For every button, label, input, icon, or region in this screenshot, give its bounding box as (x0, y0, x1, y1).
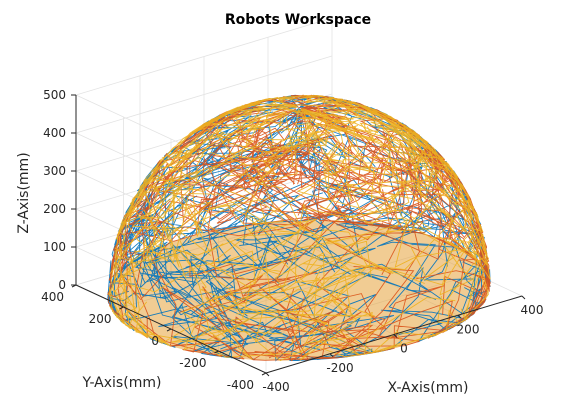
axes-labels: -400-2000200400-400-20002004000100200300… (41, 88, 543, 394)
z-axis-label: Z-Axis(mm) (16, 152, 32, 233)
axes-frame (71, 94, 526, 377)
x-tick (457, 314, 462, 319)
y-tick (166, 328, 172, 332)
grid-line (75, 132, 267, 222)
grid-line (75, 17, 333, 96)
chart-title: Robots Workspace (225, 12, 371, 28)
x-tick-label: -200 (326, 361, 353, 375)
z-tick-label: 0 (58, 278, 66, 292)
y-tick-label: 400 (41, 290, 64, 304)
z-tick-label: 100 (43, 240, 66, 254)
x-tick (393, 334, 398, 338)
y-tick (261, 372, 267, 376)
z-tick-label: 300 (43, 164, 66, 178)
y-tick-label: 0 (151, 334, 159, 348)
y-tick-label: -200 (179, 356, 206, 370)
y-tick-label: 200 (89, 312, 112, 326)
x-tick (329, 353, 334, 358)
y-tick (214, 350, 219, 354)
z-tick-label: 200 (43, 202, 66, 216)
grid-line (75, 55, 333, 134)
x-tick-label: 400 (521, 303, 544, 317)
x-axis-label: X-Axis(mm) (388, 380, 469, 396)
workspace-series-3 (108, 94, 491, 362)
z-tick-label: 400 (43, 126, 66, 140)
workspace-plot (107, 94, 491, 362)
y-tick-label: -400 (227, 378, 254, 392)
y-axis-label: Y-Axis(mm) (82, 375, 162, 391)
x-tick (265, 372, 270, 377)
y-tick (119, 306, 124, 310)
z-tick-label: 500 (43, 88, 66, 102)
x-tick-label: 0 (400, 342, 408, 356)
x-tick (521, 295, 526, 300)
x-tick-label: -400 (262, 380, 289, 394)
x-tick-label: 200 (457, 322, 480, 336)
